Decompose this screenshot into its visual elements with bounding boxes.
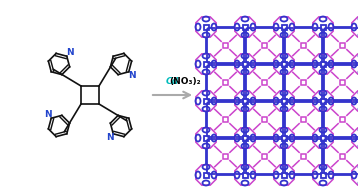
Text: N: N [44,110,52,119]
Text: (NO₃)₂: (NO₃)₂ [169,77,201,86]
Text: N: N [67,48,74,57]
Text: N: N [129,71,136,80]
Text: N: N [106,133,113,142]
Text: Cd: Cd [165,77,179,86]
